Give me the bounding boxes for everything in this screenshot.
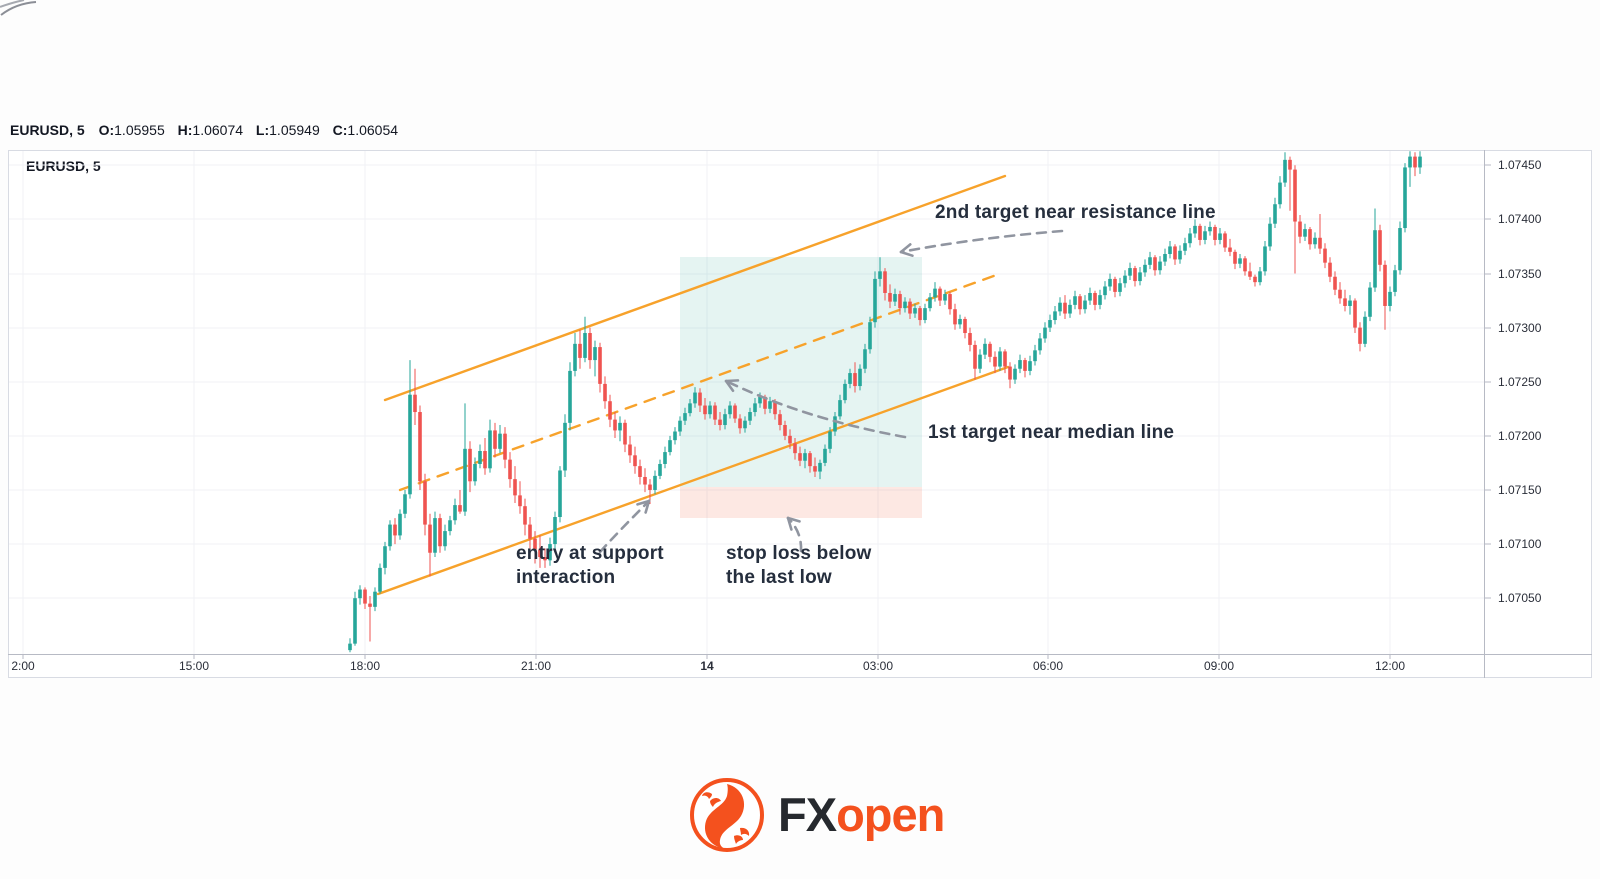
brand-open-text: open bbox=[836, 788, 945, 841]
price-axis-label: 1.07300 bbox=[1498, 321, 1542, 335]
time-axis-label: 18:00 bbox=[349, 659, 381, 673]
time-axis-separator bbox=[8, 654, 1592, 655]
chart-panel[interactable] bbox=[8, 150, 1592, 678]
price-axis-separator bbox=[1484, 150, 1485, 678]
price-axis-label: 1.07250 bbox=[1498, 375, 1542, 389]
fxopen-wordmark: FXopen bbox=[778, 776, 945, 854]
time-axis-label: 06:00 bbox=[1032, 659, 1064, 673]
time-axis-label: 15:00 bbox=[178, 659, 210, 673]
brand-fx-text: FX bbox=[778, 788, 837, 841]
price-axis-label: 1.07350 bbox=[1498, 267, 1542, 281]
price-axis-label: 1.07150 bbox=[1498, 483, 1542, 497]
legend-symbol: EURUSD, 5 bbox=[10, 122, 85, 138]
legend-close-label: C: bbox=[332, 122, 348, 138]
time-axis-label: 2:00 bbox=[11, 659, 35, 673]
legend-open-value: 1.05955 bbox=[114, 122, 165, 138]
ohlc-legend: EURUSD, 5 O:1.05955 H:1.06074 L:1.05949 … bbox=[10, 122, 407, 138]
stop-label: stop loss below the last low bbox=[726, 543, 872, 588]
fxopen-logo-icon bbox=[690, 778, 764, 852]
legend-high-value: 1.06074 bbox=[192, 122, 244, 138]
legend-close-value: 1.06054 bbox=[347, 122, 399, 138]
fxopen-logo: FXopen bbox=[688, 776, 945, 854]
price-axis-label: 1.07450 bbox=[1498, 158, 1542, 172]
time-axis-label: 21:00 bbox=[520, 659, 552, 673]
legend-low-label: L: bbox=[255, 122, 270, 138]
price-axis-label: 1.07050 bbox=[1498, 591, 1542, 605]
time-axis-label: 03:00 bbox=[862, 659, 894, 673]
legend-high-label: H: bbox=[177, 122, 193, 138]
time-axis-label: 09:00 bbox=[1203, 659, 1235, 673]
corner-artifact bbox=[0, 0, 37, 16]
entry-label: entry at support interaction bbox=[516, 543, 664, 588]
price-axis-label: 1.07400 bbox=[1498, 212, 1542, 226]
target1-label: 1st target near median line bbox=[928, 422, 1175, 443]
chart-symbol-watermark: EURUSD, 5 bbox=[26, 158, 101, 174]
legend-low-value: 1.05949 bbox=[269, 122, 320, 138]
target2-label: 2nd target near resistance line bbox=[935, 202, 1216, 223]
price-axis-label: 1.07100 bbox=[1498, 537, 1542, 551]
time-axis-label: 12:00 bbox=[1374, 659, 1406, 673]
time-axis-label: 14 bbox=[700, 659, 714, 673]
legend-open-label: O: bbox=[98, 122, 115, 138]
price-axis-label: 1.07200 bbox=[1498, 429, 1542, 443]
